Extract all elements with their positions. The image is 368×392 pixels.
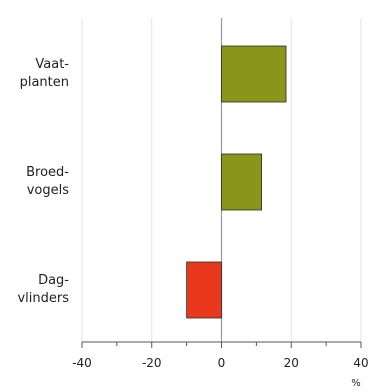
bars [186,45,287,319]
bar [221,45,287,103]
category-label-line: vlinders [17,291,69,306]
category-label-line: Broed- [26,165,69,180]
category-label: Vaat-planten [20,57,70,90]
category-label-line: Vaat- [35,57,69,72]
category-label-line: vogels [27,183,70,198]
category-labels: Vaat-planten Broed-vogels Dag-vlinders [17,57,69,306]
x-tick-label: -40 [72,356,92,370]
category-label: Broed-vogels [26,165,69,198]
x-axis-unit-label: % [351,378,361,389]
category-label: Dag-vlinders [17,273,69,306]
x-tick-label: 40 [353,356,368,370]
bar [186,261,222,319]
category-label-line: Dag- [38,273,69,288]
x-tick-label: 0 [218,356,226,370]
x-axis: -40 -20 0 20 40% [72,341,368,389]
x-tick-label: -20 [142,356,162,370]
bar [221,153,263,211]
x-tick-label: 20 [284,356,299,370]
category-label-line: planten [20,75,69,90]
